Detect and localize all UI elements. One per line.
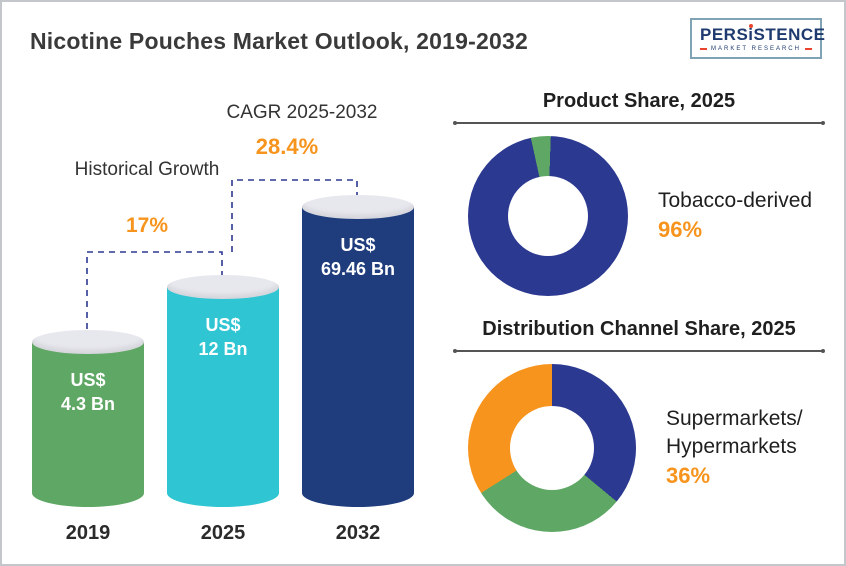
product-share-value: 96% <box>658 217 703 243</box>
historical-growth-value: 17% <box>125 214 169 237</box>
bar-2019-cylinder-top <box>32 330 144 354</box>
bar-2019-value-line1: US$ <box>70 370 106 390</box>
brand-logo: PERSiSTENCE MARKET RESEARCH <box>690 18 825 59</box>
bar-2025: US$ 12 Bn <box>167 275 279 507</box>
brand-logo-subtext: MARKET RESEARCH <box>700 46 812 52</box>
product-share-divider <box>453 121 825 125</box>
bar-2032: US$ 69.46 Bn <box>302 195 414 507</box>
distribution-share-title: Distribution Channel Share, 2025 <box>482 318 796 340</box>
distribution-share-label: Supermarkets/ Hypermarkets <box>666 407 803 458</box>
product-share-donut <box>468 136 628 296</box>
x-axis-label-2032: 2032 <box>335 522 381 544</box>
product-share-label: Tobacco-derived <box>658 189 813 213</box>
bar-2032-cylinder-top <box>302 195 414 219</box>
distribution-share-donut <box>468 364 636 532</box>
bar-2032-value-line1: US$ <box>340 235 376 255</box>
bar-2019-value: US$ 4.3 Bn <box>32 368 144 417</box>
page-title: Nicotine Pouches Market Outlook, 2019-20… <box>30 28 528 54</box>
bar-2025-cylinder-top <box>167 275 279 299</box>
dashed-connector-lines <box>86 179 358 340</box>
distribution-share-value: 36% <box>666 463 711 488</box>
product-share-title: Product Share, 2025 <box>542 90 736 112</box>
bar-2025-value-line1: US$ <box>205 315 241 335</box>
logo-text-part1: PERS <box>700 25 749 44</box>
product-share-section: Product Share, 2025 Tobacco-derived 96% <box>453 90 825 296</box>
bar-2032-value: US$ 69.46 Bn <box>302 233 414 282</box>
cagr-value: 28.4% <box>255 134 319 159</box>
bar-chart: Historical Growth 17% CAGR 2025-2032 28.… <box>32 92 444 547</box>
distribution-share-divider <box>453 349 825 353</box>
distribution-share-caption: Supermarkets/ Hypermarkets 36% <box>666 405 831 490</box>
bar-2025-value-line2: 12 Bn <box>198 339 248 360</box>
x-axis-label-2019: 2019 <box>65 522 111 544</box>
logo-text-part3: STENCE <box>753 25 826 44</box>
x-axis-label-2025: 2025 <box>200 522 246 544</box>
share-charts-column: Product Share, 2025 Tobacco-derived 96% … <box>453 90 825 532</box>
brand-logo-text: PERSiSTENCE <box>700 25 825 44</box>
bar-2032-cylinder: US$ 69.46 Bn <box>302 195 414 507</box>
bar-2025-cylinder: US$ 12 Bn <box>167 275 279 507</box>
bar-2032-value-line2: 69.46 Bn <box>320 259 396 280</box>
product-share-caption: Tobacco-derived 96% <box>658 187 823 245</box>
bar-2019-value-line2: 4.3 Bn <box>60 394 116 415</box>
bar-2019-cylinder: US$ 4.3 Bn <box>32 330 144 507</box>
distribution-share-section: Distribution Channel Share, 2025 Superma… <box>453 318 825 532</box>
bar-2019: US$ 4.3 Bn <box>32 330 144 507</box>
cagr-label: CAGR 2025-2032 <box>226 102 378 123</box>
bar-2025-value: US$ 12 Bn <box>167 313 279 362</box>
logo-text-part2: i <box>748 25 754 44</box>
historical-growth-label: Historical Growth <box>74 159 220 180</box>
